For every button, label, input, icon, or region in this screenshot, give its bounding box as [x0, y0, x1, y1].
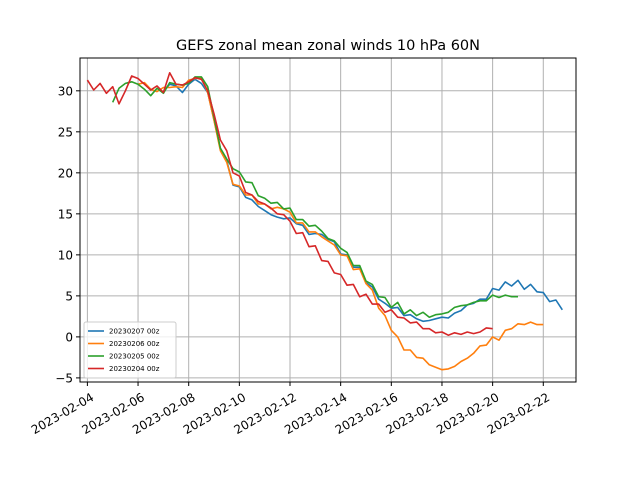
legend: 20230207 00z 20230206 00z 20230205 00z 2023… — [83, 321, 177, 379]
y-tick-label: 0 — [65, 330, 73, 344]
y-tick-label: 20 — [58, 166, 73, 180]
chart-title: GEFS zonal mean zonal winds 10 hPa 60N — [176, 38, 480, 54]
legend-entry-label: 20230205 00z — [109, 353, 160, 361]
legend-box — [83, 321, 177, 379]
y-tick-label: 5 — [65, 289, 73, 303]
legend-entry-label: 20230206 00z — [109, 340, 160, 348]
plot-frame — [79, 57, 577, 383]
series-lines — [86, 72, 563, 371]
legend-entry-label: 20230204 00z — [109, 365, 160, 373]
y-tick-label: −5 — [55, 371, 73, 385]
y-tick-label: 15 — [58, 207, 73, 221]
y-tick-label: 25 — [58, 125, 73, 139]
series-line-20230204-00z — [86, 72, 493, 337]
grid — [80, 58, 576, 382]
y-tick-label: 10 — [58, 248, 73, 262]
legend-entry-label: 20230207 00z — [109, 328, 160, 336]
y-tick-label: 30 — [58, 84, 73, 98]
